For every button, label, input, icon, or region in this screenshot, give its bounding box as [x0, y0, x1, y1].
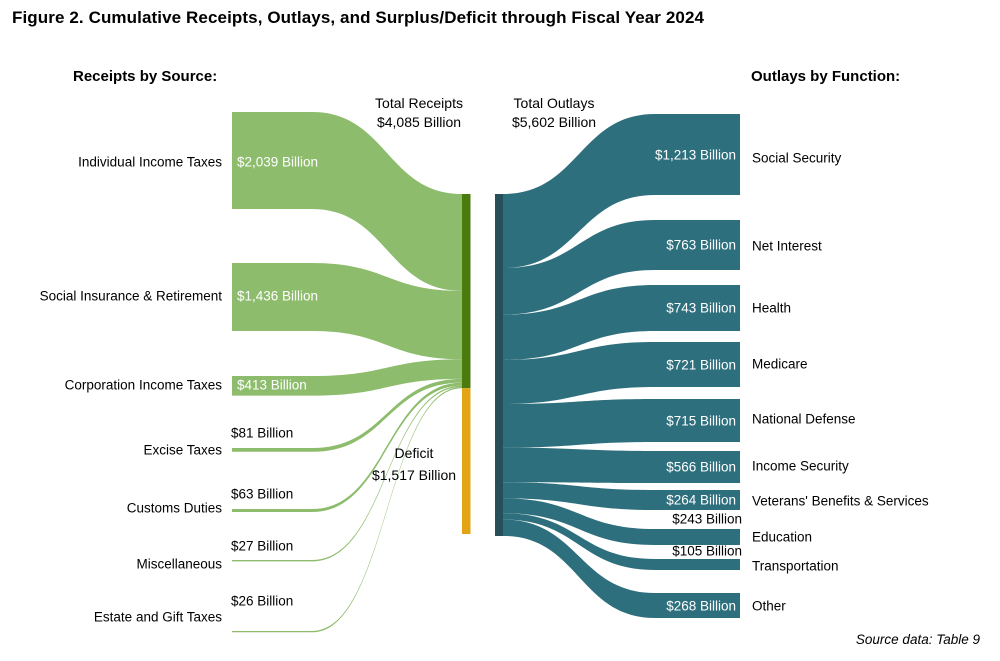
- deficit-node: [462, 388, 471, 534]
- flow-medicare: [503, 342, 740, 405]
- flow-individual-income-taxes: [232, 112, 462, 291]
- value-individual-income-taxes: $2,039 Billion: [237, 154, 319, 170]
- value-education: $243 Billion: [672, 511, 742, 527]
- flow-national-defense: [503, 399, 740, 448]
- value-customs-duties: $63 Billion: [231, 486, 294, 502]
- deficit-label: Deficit $1,517 Billion: [324, 442, 504, 486]
- value-social-insurance-retirement: $1,436 Billion: [237, 288, 319, 304]
- label-net-interest: Net Interest: [752, 238, 822, 254]
- source-note: Source data: Table 9: [855, 632, 980, 647]
- total-receipts-node: [462, 194, 471, 389]
- label-social-security: Social Security: [752, 150, 842, 166]
- total-receipts-value: $4,085 Billion: [376, 114, 462, 130]
- flow-social-insurance-retirement: [232, 263, 462, 360]
- label-other: Other: [752, 598, 786, 614]
- deficit-title: Deficit: [394, 445, 434, 461]
- deficit-value: $1,517 Billion: [371, 467, 457, 483]
- total-outlays-label: Total Outlays $5,602 Billion: [464, 94, 644, 132]
- label-veterans-benefits-services: Veterans' Benefits & Services: [752, 493, 929, 509]
- receipts-heading: Receipts by Source:: [73, 68, 218, 85]
- flow-net-interest: [503, 220, 740, 315]
- label-transportation: Transportation: [752, 558, 839, 574]
- value-health: $743 Billion: [666, 300, 736, 316]
- value-estate-and-gift-taxes: $26 Billion: [231, 593, 294, 609]
- label-corporation-income-taxes: Corporation Income Taxes: [64, 377, 222, 393]
- label-individual-income-taxes: Individual Income Taxes: [78, 154, 222, 170]
- total-receipts-title: Total Receipts: [375, 95, 463, 111]
- flow-other: [503, 519, 740, 618]
- value-net-interest: $763 Billion: [666, 237, 736, 253]
- figure-title: Figure 2. Cumulative Receipts, Outlays, …: [12, 8, 705, 27]
- value-medicare: $721 Billion: [666, 357, 736, 372]
- total-outlays-node: [495, 194, 503, 536]
- value-miscellaneous: $27 Billion: [231, 538, 294, 554]
- flow-transportation: [503, 513, 740, 570]
- value-transportation: $105 Billion: [672, 543, 742, 559]
- label-medicare: Medicare: [752, 356, 808, 372]
- flow-social-security: [503, 114, 740, 269]
- flow-veterans-benefits-services: [503, 482, 740, 510]
- value-veterans-benefits-services: $264 Billion: [666, 492, 736, 508]
- label-education: Education: [752, 529, 813, 545]
- label-customs-duties: Customs Duties: [126, 500, 222, 516]
- total-outlays-value: $5,602 Billion: [511, 114, 597, 130]
- label-estate-and-gift-taxes: Estate and Gift Taxes: [93, 609, 222, 625]
- total-receipts-label: Total Receipts $4,085 Billion: [329, 94, 509, 132]
- flow-education: [503, 498, 740, 545]
- flow-income-security: [503, 447, 740, 483]
- value-other: $268 Billion: [666, 598, 736, 613]
- label-social-insurance-retirement: Social Insurance & Retirement: [39, 288, 222, 304]
- value-excise-taxes: $81 Billion: [231, 425, 294, 441]
- total-outlays-title: Total Outlays: [513, 95, 595, 111]
- label-health: Health: [752, 300, 792, 316]
- value-corporation-income-taxes: $413 Billion: [237, 377, 307, 393]
- value-national-defense: $715 Billion: [666, 413, 736, 428]
- value-social-security: $1,213 Billion: [654, 147, 736, 162]
- label-excise-taxes: Excise Taxes: [143, 442, 222, 458]
- flow-corporation-income-taxes: [232, 359, 462, 396]
- label-national-defense: National Defense: [752, 411, 856, 427]
- flow-health: [503, 285, 740, 360]
- value-income-security: $566 Billion: [666, 459, 736, 475]
- label-miscellaneous: Miscellaneous: [136, 556, 222, 572]
- label-income-security: Income Security: [752, 458, 849, 474]
- outlays-heading: Outlays by Function:: [751, 68, 901, 85]
